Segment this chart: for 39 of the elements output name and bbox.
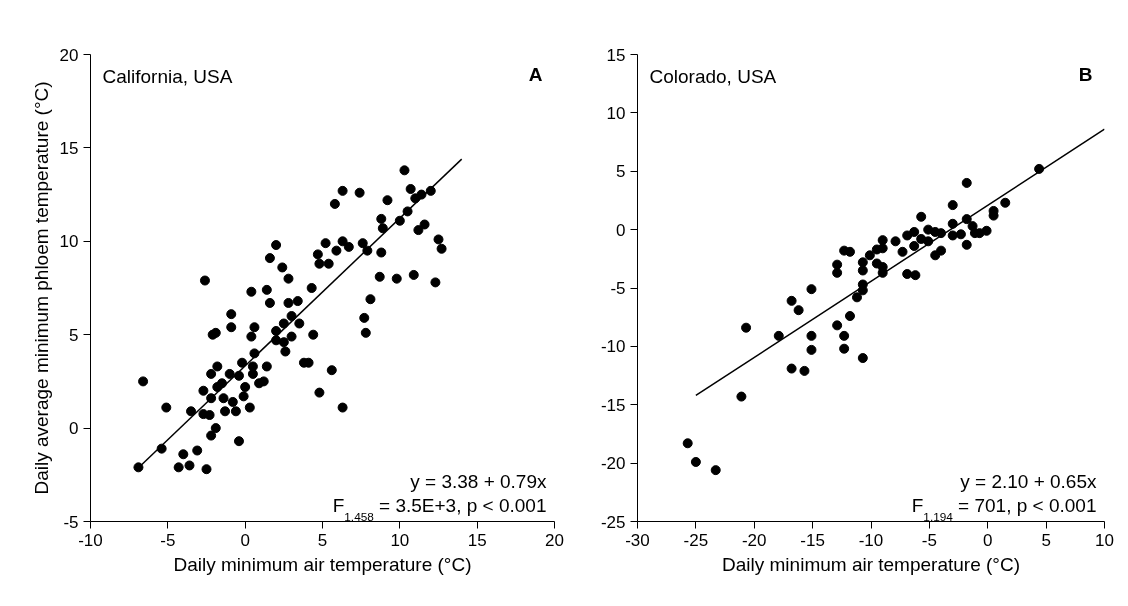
annotation: California, USA xyxy=(102,65,233,87)
x-tick-label: 5 xyxy=(1041,530,1051,550)
y-tick-label: -15 xyxy=(600,395,626,415)
x-tick-label: -15 xyxy=(800,530,825,550)
annotation: y = 3.38 + 0.79x xyxy=(410,470,547,492)
y-tick-label: -5 xyxy=(610,279,626,298)
y-tick-label: 10 xyxy=(606,103,626,123)
annotation: Colorado, USA xyxy=(649,65,777,87)
x-tick-label: 20 xyxy=(545,530,564,550)
x-tick-label: 0 xyxy=(240,530,250,550)
x-tick-label: -30 xyxy=(625,530,650,550)
y-tick-label: 0 xyxy=(69,419,79,439)
y-tick-label: 5 xyxy=(69,325,79,345)
x-axis-title: Daily minimum air temperature (°C) xyxy=(722,553,1020,575)
y-tick-label: 15 xyxy=(59,138,79,158)
x-tick-label: 15 xyxy=(467,530,487,550)
x-tick-label: 10 xyxy=(390,530,410,550)
x-tick-label: 0 xyxy=(983,530,993,550)
x-tick-label: -5 xyxy=(160,530,176,550)
x-axis-title: Daily minimum air temperature (°C) xyxy=(173,553,472,575)
y-tick-label: 15 xyxy=(606,45,626,65)
x-tick-label: -25 xyxy=(683,530,709,550)
y-tick-label: 20 xyxy=(59,45,79,65)
y-tick-label: 5 xyxy=(616,162,626,182)
y-tick-label: -5 xyxy=(63,512,79,532)
x-tick-label: -5 xyxy=(921,530,937,550)
x-tick-label: -20 xyxy=(741,530,767,550)
text: B xyxy=(1078,63,1093,85)
y-tick-label: -20 xyxy=(600,454,626,474)
x-tick-label: -10 xyxy=(858,530,884,550)
y-tick-label: -25 xyxy=(600,512,626,532)
x-tick-label: 5 xyxy=(317,530,328,550)
y-axis-title: Daily average minimum phloem temperature (°C) xyxy=(30,81,52,495)
y-tick-label: -10 xyxy=(600,337,626,357)
annotation: y = 2.10 + 0.65x xyxy=(960,470,1097,492)
text: A xyxy=(528,63,543,85)
y-tick-label: 0 xyxy=(616,220,626,240)
y-tick-label: 10 xyxy=(59,232,79,252)
x-tick-label: 10 xyxy=(1095,530,1114,550)
